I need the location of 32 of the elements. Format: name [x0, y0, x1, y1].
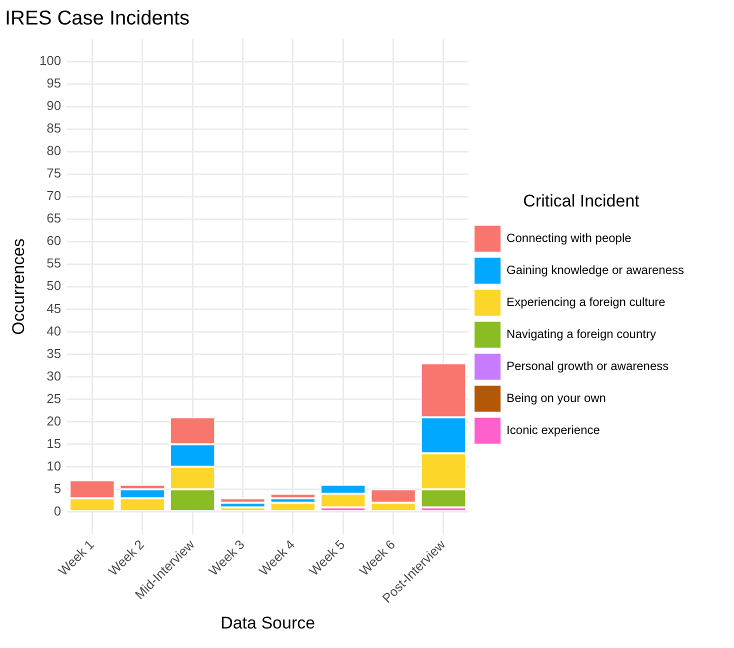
y-tick-label: 75	[46, 166, 62, 181]
y-tick-label: 20	[46, 413, 62, 428]
y-tick-label: 55	[46, 256, 62, 271]
y-tick-label: 50	[46, 278, 62, 294]
y-axis-title: Occurrences	[8, 238, 28, 335]
y-tick-label: 25	[46, 390, 62, 406]
legend-label: Being on your own	[506, 391, 606, 406]
y-tick-label: 95	[46, 76, 62, 91]
y-tick-label: 30	[46, 368, 62, 384]
legend-label: Navigating a foreign country	[506, 327, 656, 342]
y-tick-label: 5	[54, 480, 62, 496]
y-tick-label: 100	[39, 53, 62, 68]
chart-title: IRES Case Incidents	[5, 8, 190, 30]
y-tick-label: 60	[46, 233, 62, 248]
y-tick-label: 0	[54, 503, 62, 518]
y-tick-label: 90	[46, 98, 62, 114]
y-tick-label: 85	[46, 120, 62, 136]
legend-title: Critical Incident	[523, 191, 640, 210]
y-tick-label: 70	[46, 188, 62, 204]
y-tick-label: 15	[46, 436, 62, 451]
y-tick-label: 35	[46, 346, 62, 361]
legend-label: Personal growth or awareness	[506, 359, 669, 374]
legend-label: Gaining knowledge or awareness	[506, 263, 684, 278]
legend-label: Connecting with people	[506, 231, 632, 246]
legend-label: Experiencing a foreign culture	[506, 295, 666, 310]
y-tick-label: 65	[46, 210, 62, 226]
x-axis-title: Data Source	[220, 613, 316, 632]
y-tick-label: 80	[46, 143, 62, 158]
y-tick-label: 10	[46, 458, 62, 474]
y-tick-label: 40	[46, 323, 62, 338]
y-tick-label: 45	[46, 300, 62, 316]
legend-label: Iconic experience	[506, 423, 600, 438]
